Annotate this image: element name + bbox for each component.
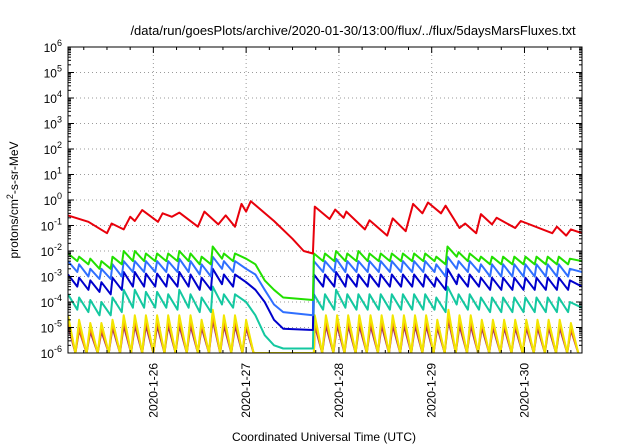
y-tick-label: 102 — [44, 140, 62, 157]
series-layer — [68, 200, 582, 353]
y-tick-label: 10-4 — [41, 293, 62, 310]
y-tick-label: 104 — [44, 89, 62, 106]
series-line — [68, 255, 582, 317]
series-line — [68, 267, 582, 331]
series-line — [68, 200, 582, 255]
y-tick-label: 100 — [44, 191, 62, 208]
y-tick-label: 10-5 — [41, 319, 62, 336]
y-tick-label: 106 — [44, 38, 62, 55]
x-tick-label: 2020-1-30 — [517, 363, 531, 418]
y-tick-label: 10-6 — [41, 344, 62, 361]
y-tick-label: 10-3 — [41, 268, 62, 285]
x-tick-label: 2020-1-28 — [332, 363, 346, 418]
series-line — [68, 308, 580, 353]
x-tick-label: 2020-1-29 — [425, 363, 439, 418]
x-tick-label: 2020-1-27 — [239, 363, 253, 418]
y-tick-label: 10-1 — [41, 217, 62, 234]
series-line — [68, 245, 582, 301]
x-axis: 2020-1-26 2020-1-27 2020-1-28 2020-1-29 2020… — [83, 47, 572, 418]
x-tick-label: 2020-1-26 — [146, 363, 160, 418]
x-axis-label: Coordinated Universal Time (UTC) — [232, 430, 416, 444]
series-line — [68, 285, 582, 350]
y-tick-label: 10-2 — [41, 242, 62, 259]
chart-title: /data/run/goesPlots/archive/2020-01-30/1… — [130, 23, 576, 38]
grid-lines — [68, 47, 582, 353]
y-tick-label: 105 — [44, 64, 62, 81]
y-tick-label: 101 — [44, 166, 62, 183]
y-axis-label: protons/cm2-s-sr-MeV — [5, 141, 21, 258]
y-tick-label: 103 — [44, 115, 62, 132]
y-axis: 10-6 10-5 10-4 10-3 10-2 10-1 100 101 102 103 104 1… — [41, 38, 582, 361]
